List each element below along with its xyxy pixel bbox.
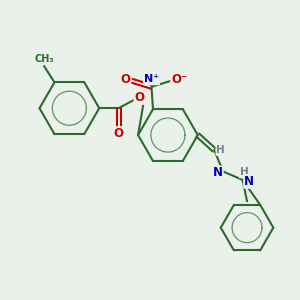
- Text: H: H: [240, 167, 248, 177]
- Text: O: O: [121, 73, 130, 86]
- Text: H: H: [216, 145, 225, 155]
- Text: O: O: [114, 127, 124, 140]
- Text: N: N: [244, 175, 254, 188]
- Text: O: O: [134, 91, 145, 104]
- Text: CH₃: CH₃: [34, 54, 54, 64]
- Text: O⁻: O⁻: [171, 73, 188, 86]
- Text: N: N: [213, 167, 223, 179]
- Text: N⁺: N⁺: [144, 74, 159, 84]
